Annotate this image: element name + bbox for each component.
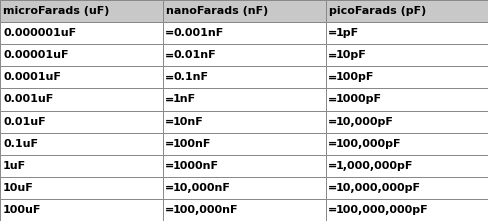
Text: 1000pF: 1000pF	[335, 94, 381, 105]
Bar	[325, 0, 488, 22]
Bar	[163, 44, 325, 66]
Text: picoFarads (pF): picoFarads (pF)	[328, 6, 426, 16]
Text: 10,000,000pF: 10,000,000pF	[335, 183, 420, 193]
Bar	[0, 66, 163, 88]
Text: 100,000pF: 100,000pF	[335, 139, 401, 149]
Bar	[325, 133, 488, 155]
Text: 100pF: 100pF	[335, 72, 374, 82]
Text: 0.1nF: 0.1nF	[173, 72, 207, 82]
Text: 1,000,000pF: 1,000,000pF	[335, 161, 412, 171]
Text: 10uF: 10uF	[3, 183, 34, 193]
Text: 100nF: 100nF	[173, 139, 211, 149]
Text: =: =	[327, 50, 337, 60]
Text: 0.001nF: 0.001nF	[173, 28, 223, 38]
Text: 0.01nF: 0.01nF	[173, 50, 215, 60]
Text: 10,000nF: 10,000nF	[173, 183, 230, 193]
Text: 1nF: 1nF	[173, 94, 196, 105]
Bar	[0, 0, 163, 22]
Text: 0.000001uF: 0.000001uF	[3, 28, 76, 38]
Text: =: =	[327, 205, 337, 215]
Text: =: =	[164, 139, 174, 149]
Text: 0.00001uF: 0.00001uF	[3, 50, 68, 60]
Text: 0.0001uF: 0.0001uF	[3, 72, 61, 82]
Bar	[0, 199, 163, 221]
Text: =: =	[164, 28, 174, 38]
Bar	[325, 155, 488, 177]
Bar	[163, 133, 325, 155]
Bar	[163, 66, 325, 88]
Bar	[0, 44, 163, 66]
Text: =: =	[327, 183, 337, 193]
Text: =: =	[164, 116, 174, 127]
Text: =: =	[327, 161, 337, 171]
Text: =: =	[327, 72, 337, 82]
Text: =: =	[327, 139, 337, 149]
Bar	[0, 155, 163, 177]
Bar	[163, 0, 325, 22]
Bar	[163, 22, 325, 44]
Text: nanoFarads (nF): nanoFarads (nF)	[165, 6, 268, 16]
Bar	[325, 22, 488, 44]
Text: =: =	[164, 72, 174, 82]
Bar	[325, 88, 488, 110]
Bar	[325, 66, 488, 88]
Text: 0.1uF: 0.1uF	[3, 139, 38, 149]
Bar	[0, 110, 163, 133]
Bar	[325, 44, 488, 66]
Text: =: =	[164, 94, 174, 105]
Text: =: =	[327, 116, 337, 127]
Bar	[163, 110, 325, 133]
Bar	[163, 177, 325, 199]
Bar	[325, 199, 488, 221]
Bar	[0, 133, 163, 155]
Bar	[325, 110, 488, 133]
Bar	[325, 177, 488, 199]
Text: =: =	[164, 205, 174, 215]
Text: microFarads (uF): microFarads (uF)	[3, 6, 109, 16]
Text: 100uF: 100uF	[3, 205, 41, 215]
Text: 100,000nF: 100,000nF	[173, 205, 238, 215]
Bar	[0, 22, 163, 44]
Text: 10nF: 10nF	[173, 116, 203, 127]
Text: =: =	[164, 183, 174, 193]
Text: 0.001uF: 0.001uF	[3, 94, 53, 105]
Text: 1uF: 1uF	[3, 161, 26, 171]
Text: 1000nF: 1000nF	[173, 161, 219, 171]
Text: =: =	[164, 50, 174, 60]
Text: 1pF: 1pF	[335, 28, 358, 38]
Text: =: =	[327, 28, 337, 38]
Bar	[0, 177, 163, 199]
Bar	[163, 88, 325, 110]
Bar	[163, 199, 325, 221]
Text: 100,000,000pF: 100,000,000pF	[335, 205, 428, 215]
Text: =: =	[327, 94, 337, 105]
Bar	[163, 155, 325, 177]
Text: =: =	[164, 161, 174, 171]
Text: 0.01uF: 0.01uF	[3, 116, 45, 127]
Text: 10pF: 10pF	[335, 50, 366, 60]
Text: 10,000pF: 10,000pF	[335, 116, 393, 127]
Bar	[0, 88, 163, 110]
